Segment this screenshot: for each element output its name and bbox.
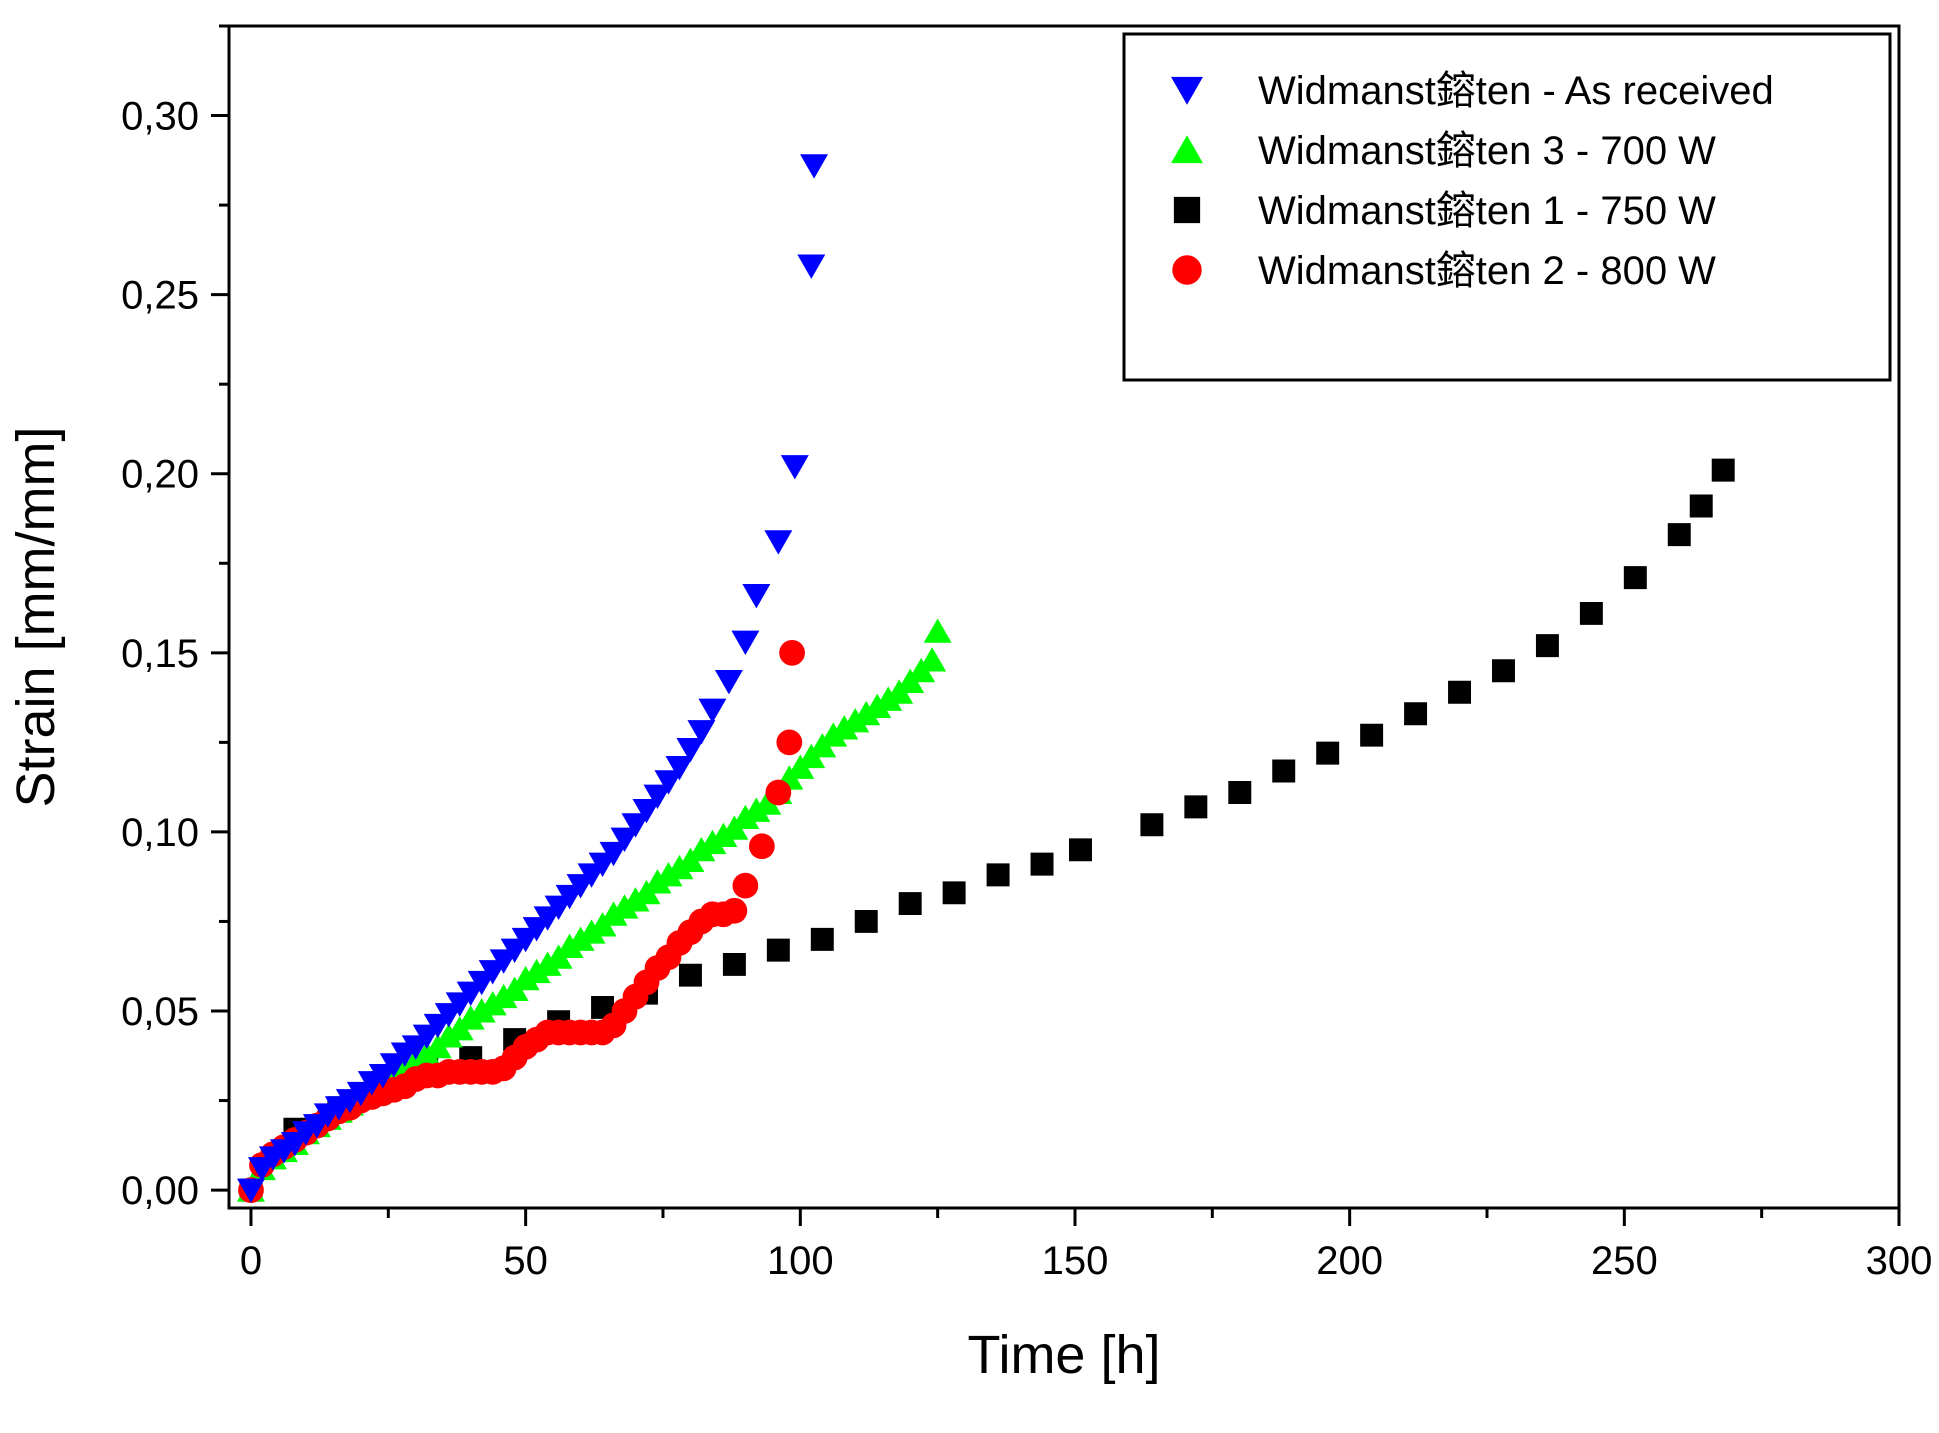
y-tick-label: 0,25 — [121, 274, 199, 318]
data-point-circle — [748, 833, 775, 860]
x-tick-label: 300 — [1866, 1239, 1933, 1283]
data-point-square — [1404, 702, 1428, 726]
legend-entry-as-received: Widmanst鎔ten - As received — [1171, 69, 1774, 113]
legend-entry-700w: Widmanst鎔ten 3 - 700 W — [1171, 129, 1716, 173]
data-point-triangle-down — [643, 784, 672, 809]
legend-label-700w: Widmanst鎔ten 3 - 700 W — [1258, 129, 1716, 173]
data-point-square — [1069, 838, 1092, 862]
y-axis: 0,00 0,05 0,10 0,15 0,20 0,25 0,30 — [121, 24, 229, 1213]
data-point-triangle-down — [676, 738, 705, 763]
series-triangle-down — [236, 154, 829, 1203]
y-axis-title: Strain [mm/mm] — [6, 426, 66, 807]
series-layer — [236, 154, 1735, 1203]
x-tick-label: 100 — [767, 1239, 834, 1283]
data-point-triangle-down — [621, 813, 650, 838]
data-point-triangle-down — [714, 669, 743, 695]
data-point-square — [678, 963, 702, 987]
data-point-triangle-down — [731, 630, 760, 655]
data-point-circle — [779, 639, 805, 666]
data-point-square — [1272, 759, 1296, 783]
data-point-square — [1689, 494, 1713, 518]
data-point-circle — [732, 872, 759, 899]
data-point-square — [722, 952, 746, 976]
legend-label-750w: Widmanst鎔ten 1 - 750 W — [1258, 189, 1716, 233]
legend-marker-triangle-down — [1171, 76, 1203, 105]
data-point-circle — [721, 897, 748, 924]
data-point-circle — [765, 779, 792, 806]
data-point-square — [1316, 741, 1340, 765]
legend-marker-triangle-up — [1171, 135, 1203, 164]
y-tick-label: 0,20 — [121, 453, 199, 497]
y-tick-label: 0,15 — [121, 632, 199, 676]
legend-marker-circle — [1172, 255, 1202, 285]
data-point-square — [1491, 659, 1515, 683]
data-point-square — [1711, 458, 1735, 482]
data-point-triangle-down — [797, 254, 826, 279]
data-point-square — [766, 938, 790, 962]
legend-box — [1122, 32, 1892, 382]
data-point-square — [1184, 795, 1208, 819]
y-tick-label: 0,30 — [121, 95, 199, 139]
data-point-square — [854, 909, 878, 933]
legend-entry-750w: Widmanst鎔ten 1 - 750 W — [1173, 189, 1716, 233]
data-point-triangle-up — [918, 647, 947, 672]
data-point-square — [1448, 680, 1472, 704]
data-point-triangle-down — [654, 770, 683, 795]
data-point-triangle-down — [742, 584, 771, 609]
data-point-square — [1535, 634, 1559, 658]
data-point-triangle-up — [923, 618, 952, 643]
data-point-square — [1360, 723, 1384, 747]
y-tick-label: 0,00 — [121, 1169, 199, 1213]
data-point-square — [1140, 813, 1164, 837]
data-point-square — [591, 995, 615, 1019]
data-point-triangle-down — [687, 720, 716, 745]
data-point-square — [898, 892, 922, 916]
x-tick-label: 150 — [1042, 1239, 1109, 1283]
data-point-square — [1667, 523, 1691, 547]
x-tick-label: 200 — [1316, 1239, 1383, 1283]
data-point-square — [942, 881, 966, 905]
legend-entry-800w: Widmanst鎔ten 2 - 800 W — [1172, 249, 1716, 293]
legend-label-as-received: Widmanst鎔ten - As received — [1258, 69, 1774, 113]
y-tick-label: 0,10 — [121, 811, 199, 855]
x-axis: 0 50 100 150 200 250 300 — [240, 1208, 1933, 1283]
series-triangle-up — [236, 618, 952, 1202]
data-point-triangle-down — [599, 841, 628, 867]
data-point-square — [810, 927, 834, 951]
data-point-square — [986, 863, 1010, 887]
data-point-square — [1030, 852, 1054, 876]
data-point-triangle-down — [780, 455, 809, 480]
x-axis-title: Time [h] — [967, 1325, 1160, 1385]
legend-marker-square — [1173, 196, 1201, 224]
legend-label-800w: Widmanst鎔ten 2 - 800 W — [1258, 249, 1716, 293]
data-point-triangle-down — [665, 755, 694, 781]
data-point-triangle-down — [632, 798, 661, 824]
data-point-triangle-down — [764, 530, 793, 555]
series-square — [239, 458, 1735, 1202]
x-tick-label: 250 — [1591, 1239, 1658, 1283]
data-point-triangle-down — [610, 827, 639, 852]
y-tick-label: 0,05 — [121, 990, 199, 1034]
x-tick-label: 50 — [503, 1239, 548, 1283]
data-point-triangle-down — [698, 698, 727, 724]
data-point-square — [1228, 781, 1252, 804]
data-point-square — [1623, 566, 1647, 590]
data-point-circle — [776, 729, 803, 756]
data-point-square — [1579, 601, 1603, 625]
plot-frame — [227, 24, 1901, 1210]
x-tick-label: 0 — [240, 1239, 262, 1283]
data-point-triangle-down — [236, 1178, 265, 1203]
data-point-triangle-down — [800, 154, 829, 179]
